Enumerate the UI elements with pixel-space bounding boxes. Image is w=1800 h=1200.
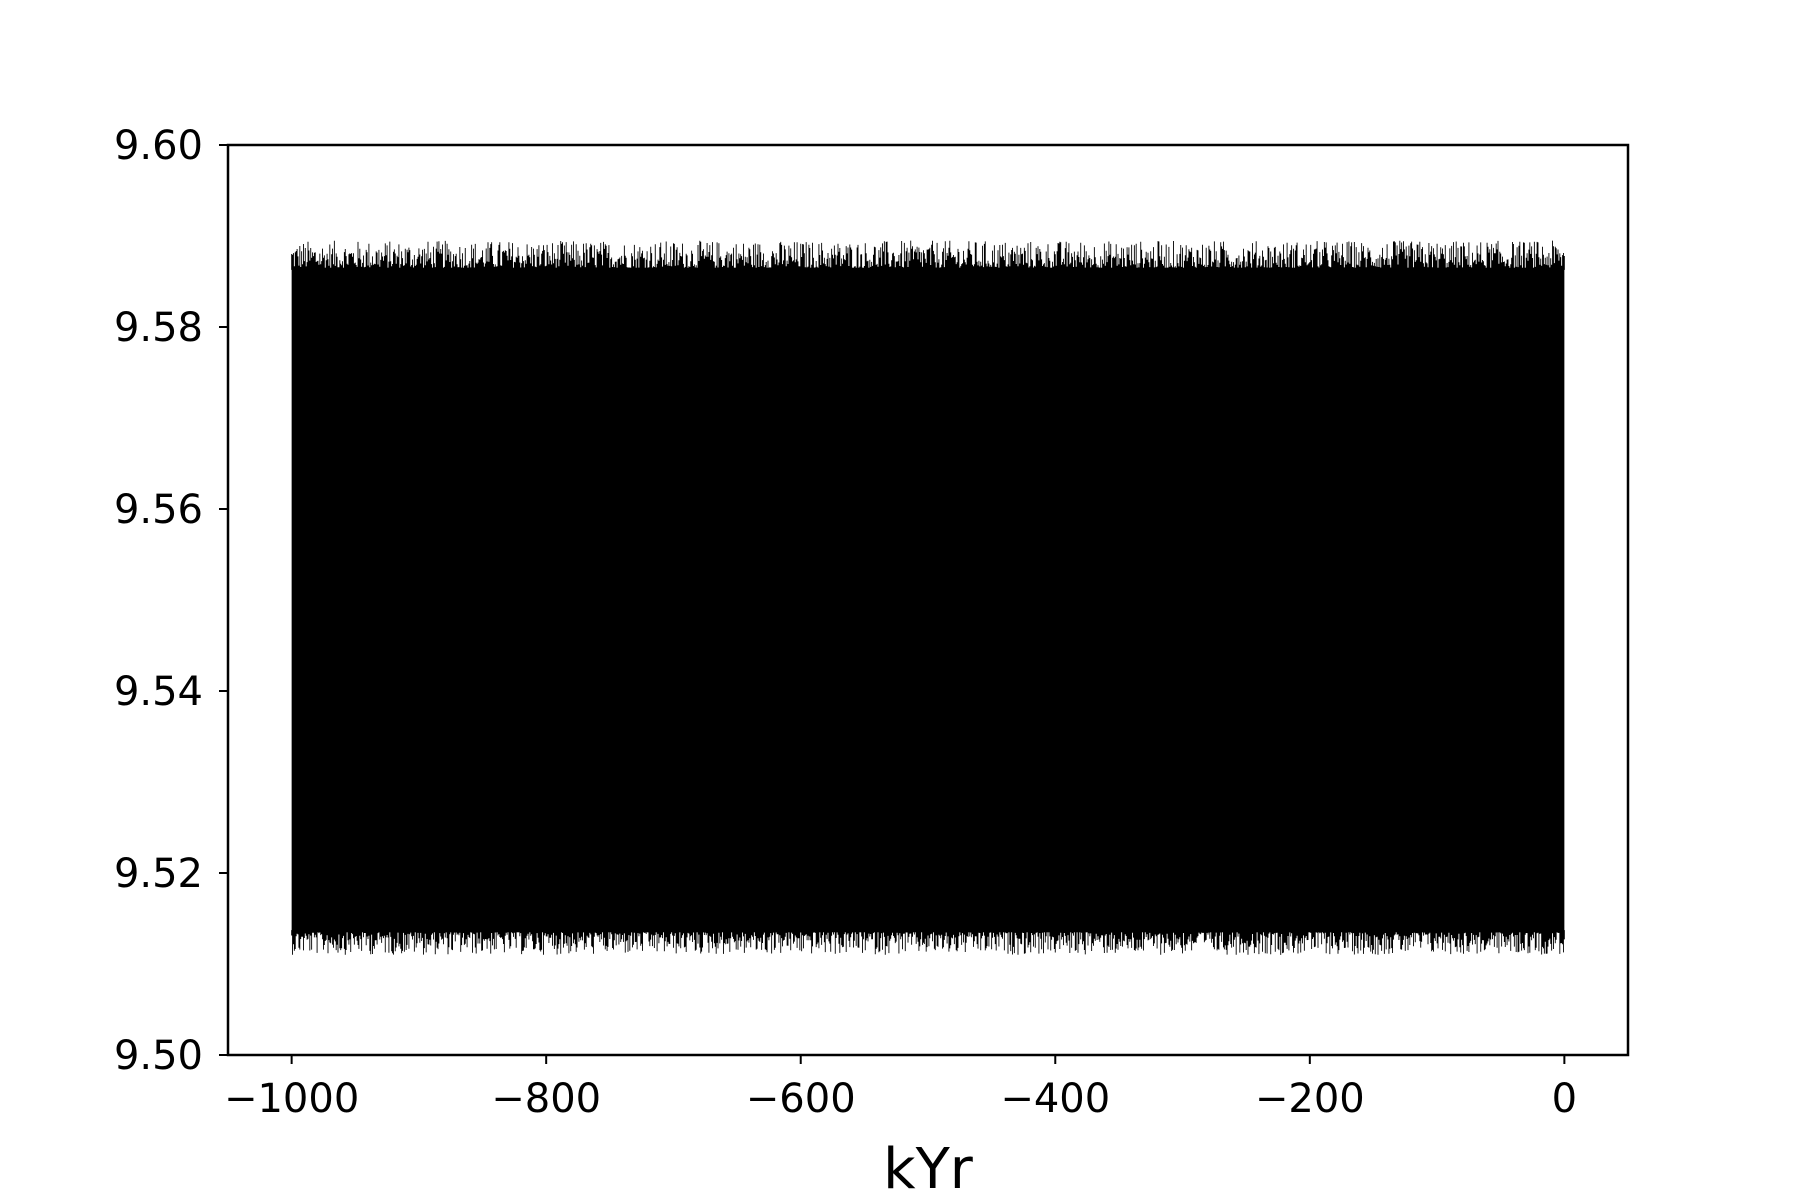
x-tick-label: −200 xyxy=(1255,1076,1365,1122)
series-layer xyxy=(291,240,1565,955)
x-tick-label: 0 xyxy=(1552,1076,1577,1122)
x-axis-ticks: −1000 −800 −600 −400 −200 0 xyxy=(224,1055,1577,1122)
series-line xyxy=(291,240,1565,955)
y-tick-label: 9.56 xyxy=(114,487,203,533)
y-tick-label: 9.52 xyxy=(114,851,203,897)
y-tick-label: 9.60 xyxy=(114,123,203,169)
plot-frame xyxy=(226,143,1630,1057)
y-tick-label: 9.50 xyxy=(114,1033,203,1079)
x-tick-label: −1000 xyxy=(224,1076,359,1122)
y-axis-ticks: 9.50 9.52 9.54 9.56 9.58 9.60 xyxy=(114,123,228,1079)
series-band xyxy=(291,267,1565,933)
y-tick-label: 9.58 xyxy=(114,305,203,351)
x-tick-label: −400 xyxy=(1000,1076,1110,1122)
x-tick-label: −600 xyxy=(746,1076,856,1122)
x-axis-label: kYr xyxy=(883,1137,974,1200)
x-tick-label: −800 xyxy=(491,1076,601,1122)
y-tick-label: 9.54 xyxy=(114,669,203,715)
